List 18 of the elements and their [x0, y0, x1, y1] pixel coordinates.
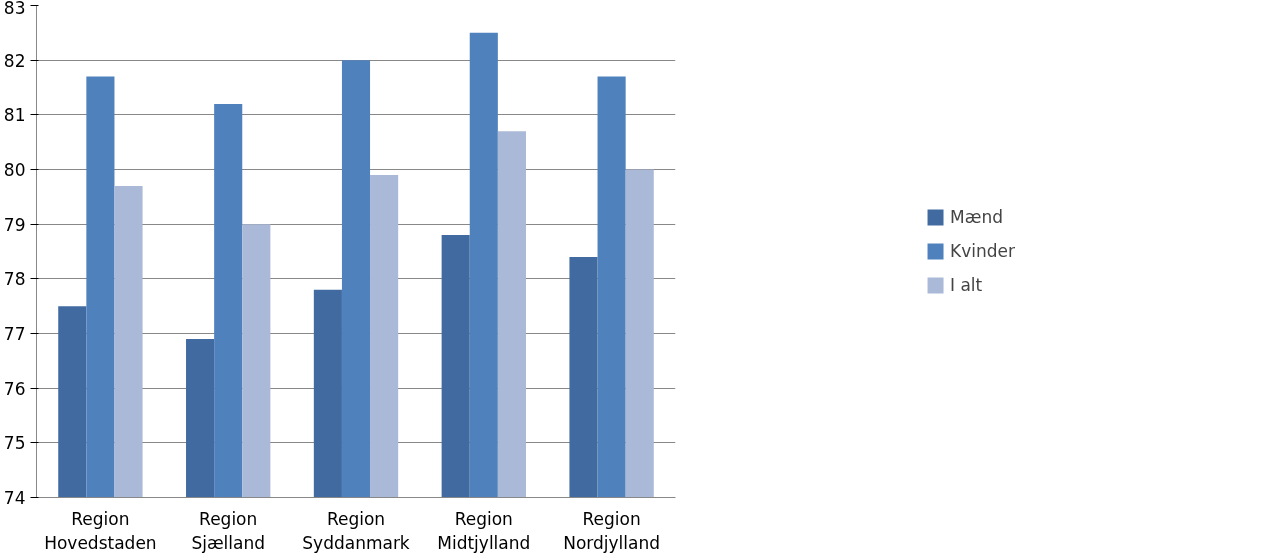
legend-label: I alt — [950, 275, 983, 295]
y-tick-label: 78 — [3, 269, 26, 290]
legend-label: Kvinder — [950, 241, 1015, 261]
y-tick-label: 79 — [3, 214, 26, 235]
y-tick-label: 74 — [3, 488, 26, 508]
y-tick-label: 76 — [3, 378, 26, 399]
y-tick-label: 81 — [3, 105, 26, 126]
y-tick-label: 77 — [3, 324, 26, 344]
x-tick-label: Region Sjælland — [191, 508, 266, 553]
x-tick-label: Region Nordjylland — [563, 508, 661, 553]
y-tick-label: 80 — [3, 160, 26, 180]
y-tick-label: 83 — [3, 0, 26, 18]
x-tick-label: Region Midtjylland — [437, 508, 531, 553]
y-tick-label: 75 — [3, 433, 26, 454]
legend-label: Mænd — [950, 207, 1003, 227]
y-tick-label: 82 — [3, 50, 26, 71]
x-tick-label: Region Syddanmark — [302, 508, 410, 553]
x-tick-label: Region Hovedstaden — [44, 508, 157, 553]
